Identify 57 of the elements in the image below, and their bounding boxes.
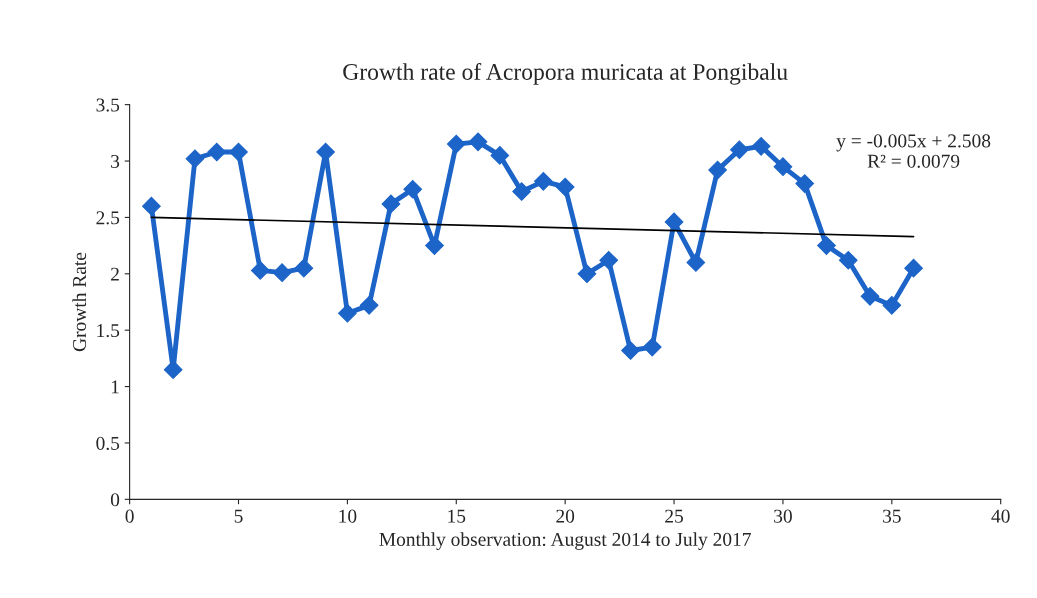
point — [577, 264, 597, 284]
point — [686, 253, 706, 272]
point — [882, 296, 902, 315]
x-tick-label: 40 — [991, 509, 1010, 523]
point — [381, 194, 401, 214]
x-tick-label: 20 — [556, 509, 575, 523]
point — [316, 142, 335, 162]
y-tick-label: 3 — [111, 154, 120, 168]
point — [207, 142, 227, 162]
point — [185, 149, 205, 169]
x-tick-label: 5 — [234, 509, 243, 523]
y-axis-title: Growth Rate — [72, 252, 87, 352]
point — [163, 360, 183, 380]
y-tick-label: 2.5 — [96, 211, 120, 225]
point — [446, 134, 466, 154]
point — [425, 236, 444, 255]
y-tick-label: 1.5 — [97, 324, 120, 338]
point — [272, 263, 292, 283]
point — [534, 171, 553, 191]
point — [730, 140, 749, 160]
x-axis-title: Monthly observation: August 2014 to July 2017 — [379, 532, 751, 550]
point — [338, 303, 357, 323]
point — [359, 296, 379, 315]
point — [773, 157, 793, 177]
point — [142, 196, 161, 216]
y-tick-label: 1 — [111, 380, 119, 394]
x-tick-label: 30 — [774, 509, 792, 523]
point — [664, 212, 684, 232]
point — [838, 250, 858, 270]
point — [817, 236, 836, 255]
point — [621, 341, 640, 360]
point — [229, 142, 248, 162]
point — [555, 177, 575, 197]
point — [642, 337, 662, 357]
x-tick-label: 15 — [448, 509, 466, 523]
x-tick-label: 25 — [665, 509, 684, 523]
y-tick-label: 3.5 — [96, 98, 120, 112]
x-tick-label: 0 — [125, 509, 134, 523]
point — [468, 132, 488, 152]
y-tick-label: 0 — [110, 493, 120, 507]
point — [860, 286, 880, 306]
point — [751, 137, 771, 156]
point — [512, 182, 531, 201]
chart-title: Growth rate of Acropora muricata at Pongibalu — [343, 63, 788, 85]
y-tick-label: 2 — [111, 267, 119, 281]
point — [904, 258, 923, 278]
y-tick-label: 0.5 — [96, 436, 120, 450]
point — [795, 174, 815, 193]
point — [490, 146, 510, 165]
point — [250, 261, 270, 280]
x-tick-label: 35 — [883, 509, 901, 523]
point — [708, 160, 727, 180]
x-tick-label: 10 — [339, 509, 357, 523]
point — [599, 250, 619, 270]
point — [403, 179, 423, 199]
point — [294, 258, 314, 278]
annotation: y = -0.005x + 2.508 R² = 0.0079 — [836, 134, 991, 168]
